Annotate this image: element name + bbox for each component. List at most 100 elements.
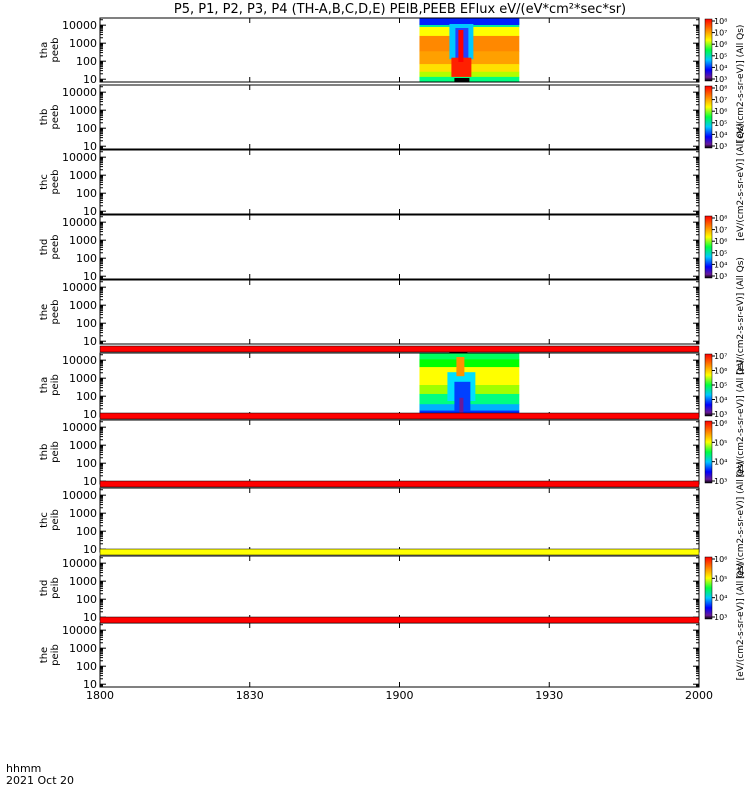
colorbar-label: 10⁷ (714, 226, 727, 235)
panel-label: thb peib (39, 441, 61, 463)
colorbar-ramp (704, 556, 713, 620)
y-axis-thc-peeb: 10 100 1000 10000 (62, 150, 700, 218)
colorbar-5: 10³ 10⁴ 10⁵ 10⁶ 10⁷ (704, 352, 727, 419)
y-tick-label: 100 (76, 187, 97, 200)
y-tick-label: 10 (83, 270, 97, 283)
x-tick-label: 1800 (86, 689, 114, 702)
y-tick-label: 10000 (62, 354, 97, 367)
y-tick-label: 10 (83, 73, 97, 86)
colorbar-label: 10³ (714, 142, 727, 151)
colorbar-label: 10³ (714, 613, 727, 622)
separator-bar (99, 412, 700, 420)
panel-label-product: peeb (50, 38, 61, 63)
y-tick-label: 1000 (69, 37, 97, 50)
colorbar-1: 10³ 10⁴ 10⁵ 10⁶ 10⁷ 10⁸ (704, 84, 727, 151)
panel-label: thc peeb (39, 170, 61, 195)
panel-label-probe: thd (39, 239, 50, 256)
colorbar-title: [eV/(cm2-s-sr-eV)] (All Qs) (736, 563, 746, 681)
y-tick-label: 100 (76, 457, 97, 470)
x-tick-label: 1900 (386, 689, 414, 702)
y-tick-label: 100 (76, 390, 97, 403)
panel-label-probe: thb (39, 444, 50, 461)
spectrogram-band (419, 359, 520, 368)
colorbar-title: [eV/(cm2-s-sr-eV)] (All Qs) (736, 123, 746, 241)
panel-frame (99, 279, 700, 345)
y-axis-thb-peeb: 10 100 1000 10000 (62, 85, 700, 153)
chart-title: P5, P1, P2, P3, P4 (TH-A,B,C,D,E) PEIB,P… (174, 2, 626, 17)
colorbar-label: 10⁶ (714, 555, 727, 564)
colorbar-label: 10⁶ (714, 367, 727, 376)
y-tick-label: 1000 (69, 439, 97, 452)
y-tick-label: 10000 (62, 624, 97, 637)
colorbar-label: 10⁴ (714, 396, 727, 405)
panel-frame (99, 555, 700, 621)
y-tick-label: 10000 (62, 216, 97, 229)
colorbar-label: 10⁴ (714, 594, 727, 603)
panel-label: thd peeb (39, 235, 61, 260)
y-tick-label: 10000 (62, 421, 97, 434)
x-axis-label-line2: 2021 Oct 20 (6, 774, 74, 787)
colorbar-6: 10³ 10⁴ 10⁵ 10⁶ (704, 419, 727, 486)
y-axis-thc-peib: 10 100 1000 10000 (62, 488, 700, 556)
panel-frame (99, 352, 700, 418)
y-tick-label: 1000 (69, 169, 97, 182)
colorbar-label: 10⁵ (714, 381, 727, 390)
spectrogram-band (419, 367, 520, 376)
y-tick-label: 1000 (69, 575, 97, 588)
panel-label-probe: tha (39, 377, 50, 393)
y-tick-label: 10 (83, 611, 97, 624)
panel-label-product: peeb (50, 235, 61, 260)
panel-frame (99, 622, 700, 688)
colorbar-label: 10⁸ (714, 214, 727, 223)
panel-label: thd peib (39, 577, 61, 599)
y-tick-label: 100 (76, 252, 97, 265)
colorbar-label: 10⁸ (714, 17, 727, 26)
colorbar-label: 10⁷ (714, 29, 727, 38)
panel-label: tha peib (39, 374, 61, 396)
colorbar-ramp (704, 353, 713, 417)
y-tick-label: 10 (83, 543, 97, 556)
panel-label-probe: the (39, 304, 50, 320)
colorbar-label: 10⁵ (714, 438, 727, 447)
panel-label-probe: tha (39, 42, 50, 58)
y-axis-the-peib: 10 100 1000 10000 (62, 623, 700, 691)
y-tick-label: 10000 (62, 489, 97, 502)
y-tick-label: 10 (83, 335, 97, 348)
colorbar-label: 10³ (714, 477, 727, 486)
colorbar-ramp (704, 85, 713, 149)
panel-label-product: peib (50, 644, 61, 666)
panel-label: thc peib (39, 509, 61, 531)
colorbar-label: 10⁶ (714, 419, 727, 428)
panel-frame (99, 419, 700, 485)
colorbar-label: 10³ (714, 410, 727, 419)
separator-bar (99, 480, 700, 488)
x-tick-label: 1930 (535, 689, 563, 702)
spectrogram-feature (459, 397, 464, 414)
spectrogram-feature (454, 381, 471, 411)
y-tick-label: 100 (76, 55, 97, 68)
colorbar-ramp (704, 420, 713, 484)
spectrogram-feature (456, 357, 465, 377)
y-axis-tha-peeb: 10 100 1000 10000 (62, 18, 700, 86)
y-tick-label: 10000 (62, 281, 97, 294)
colorbar-label: 10⁶ (714, 107, 727, 116)
colorbar-label: 10⁵ (714, 119, 727, 128)
panel-frame (99, 149, 700, 215)
colorbar-title: [eV/(cm2-s-sr-eV)] (All Qs) (736, 257, 746, 375)
y-tick-label: 1000 (69, 642, 97, 655)
y-tick-label: 100 (76, 317, 97, 330)
colorbar-label: 10⁶ (714, 237, 727, 246)
panel-label-product: peeb (50, 105, 61, 130)
y-tick-label: 10000 (62, 557, 97, 570)
panel-frame (99, 487, 700, 553)
panel-frame (99, 84, 700, 150)
y-tick-label: 10 (83, 408, 97, 421)
y-tick-label: 1000 (69, 299, 97, 312)
y-tick-label: 10 (83, 475, 97, 488)
colorbar-label: 10⁷ (714, 96, 727, 105)
